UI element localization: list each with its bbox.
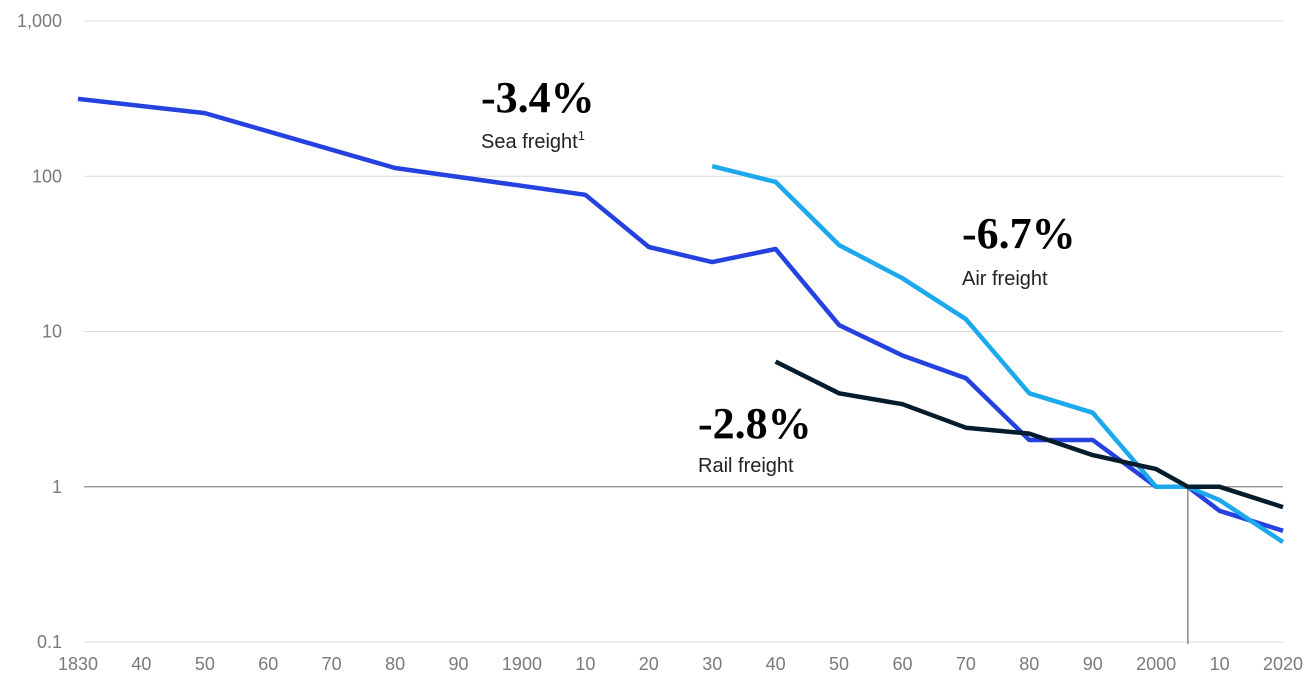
x-tick-label: 30 [702, 654, 722, 673]
x-tick-label: 50 [195, 654, 215, 673]
series-rate: -6.7% [962, 209, 1076, 258]
x-tick-label: 2000 [1136, 654, 1176, 673]
x-tick-label: 80 [385, 654, 405, 673]
footnote: 1 [578, 128, 585, 143]
series-line [711, 164, 1285, 544]
series-name: Air freight [962, 268, 1048, 290]
x-tick-label: 70 [322, 654, 342, 673]
x-tick-label: 60 [258, 654, 278, 673]
series-label: Sea freight1 [481, 128, 585, 153]
x-tick-label: 1830 [58, 654, 98, 673]
x-tick-label: 60 [892, 654, 912, 673]
series-label: Rail freight [698, 455, 794, 477]
x-tick-label: 80 [1019, 654, 1039, 673]
x-tick-label: 70 [956, 654, 976, 673]
series-line [77, 96, 1284, 533]
x-tick-label: 50 [829, 654, 849, 673]
x-tick-label: 20 [639, 654, 659, 673]
x-tick-label: 1900 [502, 654, 542, 673]
series-name: Rail freight [698, 455, 794, 477]
series-line [774, 359, 1284, 510]
y-tick-label: 0.1 [37, 632, 62, 652]
x-tick-label: 10 [575, 654, 595, 673]
x-tick-label: 40 [766, 654, 786, 673]
y-tick-label: 1,000 [17, 11, 62, 31]
y-tick-label: 1 [52, 477, 62, 497]
x-tick-label: 10 [1210, 654, 1230, 673]
series-name: Sea freight [481, 131, 578, 153]
x-tick-label: 2020 [1263, 654, 1303, 673]
x-tick-label: 90 [449, 654, 469, 673]
y-tick-label: 100 [32, 166, 62, 186]
x-tick-label: 90 [1083, 654, 1103, 673]
series-label: Air freight [962, 268, 1048, 290]
y-tick-label: 10 [42, 322, 62, 342]
series-rate: -3.4% [481, 73, 595, 122]
series-rate: -2.8% [698, 399, 812, 448]
x-tick-label: 40 [131, 654, 151, 673]
